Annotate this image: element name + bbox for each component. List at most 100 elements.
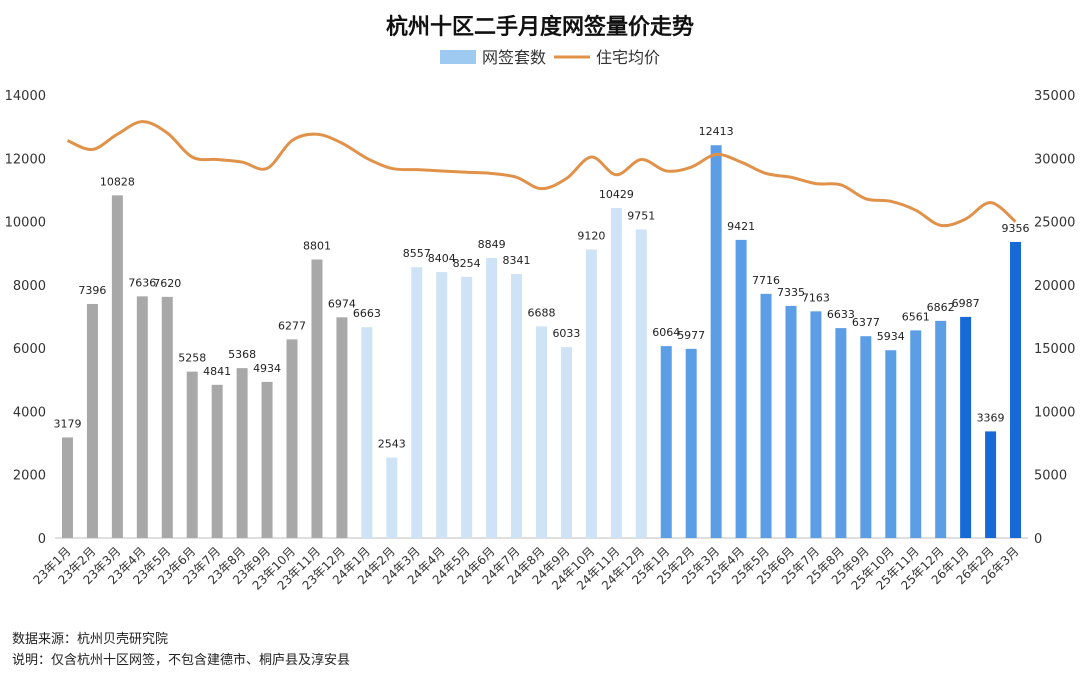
bar-value-label: 3179: [53, 417, 81, 430]
bar-value-label: 2543: [378, 438, 406, 451]
bar: [311, 259, 323, 538]
bar: [935, 320, 947, 538]
bar-value-label: 8557: [403, 247, 431, 260]
y-left-tick: 10000: [5, 216, 46, 231]
bar: [61, 437, 73, 538]
bar-value-label: 8849: [478, 238, 506, 251]
y-right-tick: 5000: [1034, 469, 1067, 484]
y-left-tick: 12000: [5, 152, 46, 167]
bar: [536, 326, 547, 538]
bar-value-label: 6377: [852, 316, 880, 329]
y-right-tick: 15000: [1034, 342, 1075, 357]
bar-value-label: 6064: [652, 326, 680, 339]
bar: [610, 207, 622, 538]
bar: [211, 384, 223, 538]
y-right-tick: 20000: [1034, 279, 1075, 294]
bar: [685, 348, 697, 538]
source-note: 数据来源：杭州贝壳研究院: [12, 632, 169, 647]
bar-value-label: 5934: [877, 330, 905, 343]
bar: [860, 336, 872, 538]
bar-value-label: 3369: [977, 411, 1005, 424]
bar: [511, 274, 523, 538]
bar-value-label: 8404: [428, 252, 456, 265]
y-left-tick: 8000: [13, 279, 46, 294]
bar: [286, 339, 298, 538]
bar: [186, 371, 198, 538]
bar-value-label: 10429: [599, 188, 634, 201]
bar-value-label: 9751: [627, 209, 655, 222]
bar-value-label: 5977: [677, 329, 705, 342]
bar: [560, 347, 572, 538]
bar-value-label: 6688: [528, 306, 556, 319]
scope-note: 说明：仅含杭州十区网签，不包含建德市、桐庐县及淳安县: [12, 653, 351, 668]
legend-line-label: 住宅均价: [596, 48, 660, 67]
bar-value-label: 9421: [727, 220, 755, 233]
bar: [386, 457, 398, 538]
bar: [486, 257, 498, 538]
bar: [436, 272, 448, 538]
bar: [810, 311, 822, 538]
bar-value-label: 6987: [952, 297, 980, 310]
bar: [411, 267, 423, 538]
y-left-tick: 14000: [5, 89, 46, 104]
bar-value-label: 6862: [927, 301, 955, 314]
legend-bar-swatch: [440, 50, 476, 64]
bar-value-label: 8801: [303, 240, 331, 253]
bar-value-label: 12413: [699, 125, 734, 138]
bar-value-label: 10828: [100, 175, 135, 188]
y-right-tick: 0: [1034, 532, 1042, 547]
bar: [835, 328, 847, 538]
bar: [735, 239, 747, 538]
price-line-path: [66, 120, 1017, 228]
bar-value-label: 8341: [503, 254, 531, 267]
bar: [710, 145, 722, 538]
y-left-tick: 0: [38, 532, 46, 547]
y-left-tick: 6000: [13, 342, 46, 357]
bars: [61, 145, 1022, 538]
bar-value-label: 6033: [552, 327, 580, 340]
bar-value-label: 6277: [278, 319, 306, 332]
bar-value-label: 7396: [78, 284, 106, 297]
bar: [361, 327, 373, 538]
bar: [585, 249, 597, 538]
bar-value-label: 6663: [353, 307, 381, 320]
y-right-tick: 30000: [1034, 152, 1075, 167]
bar-value-label: 6561: [902, 310, 930, 323]
chart: 杭州十区二手月度网签量价走势 网签套数 住宅均价 0 2000 4000 6000 800…: [5, 14, 1076, 593]
bar-value-label: 6974: [328, 297, 356, 310]
y-left-tick: 2000: [13, 469, 46, 484]
bar: [760, 293, 772, 538]
bar-value-label: 7620: [153, 277, 181, 290]
y-right-tick: 35000: [1034, 89, 1075, 104]
bar: [86, 303, 98, 538]
bar: [635, 229, 647, 538]
bar-value-label: 5258: [178, 352, 206, 365]
bar: [910, 330, 922, 538]
bar: [236, 368, 248, 538]
bar-value-label: 4934: [253, 362, 281, 375]
bar-value-label: 6633: [827, 308, 855, 321]
bar-value-label: 7636: [128, 276, 156, 289]
bar: [136, 296, 148, 538]
bar: [461, 276, 473, 538]
y-right-tick: 25000: [1034, 216, 1075, 231]
price-line: [66, 120, 1017, 228]
bar: [111, 195, 123, 538]
bar: [336, 317, 348, 538]
bar-value-label: 7335: [777, 286, 805, 299]
bar-value-label: 9120: [577, 229, 605, 242]
bar: [785, 305, 797, 538]
bar: [1010, 241, 1022, 538]
bar-value-label: 7716: [752, 274, 780, 287]
y-left-tick: 4000: [13, 405, 46, 420]
chart-title: 杭州十区二手月度网签量价走势: [386, 14, 694, 40]
legend: 网签套数 住宅均价: [440, 48, 660, 67]
bar-value-label: 7163: [802, 291, 830, 304]
bar-value-label: 8254: [453, 257, 481, 270]
bar: [161, 296, 173, 538]
bar: [261, 381, 273, 538]
bar-value-label: 9356: [1002, 222, 1030, 235]
legend-bar-label: 网签套数: [482, 48, 546, 67]
bar: [960, 316, 972, 538]
